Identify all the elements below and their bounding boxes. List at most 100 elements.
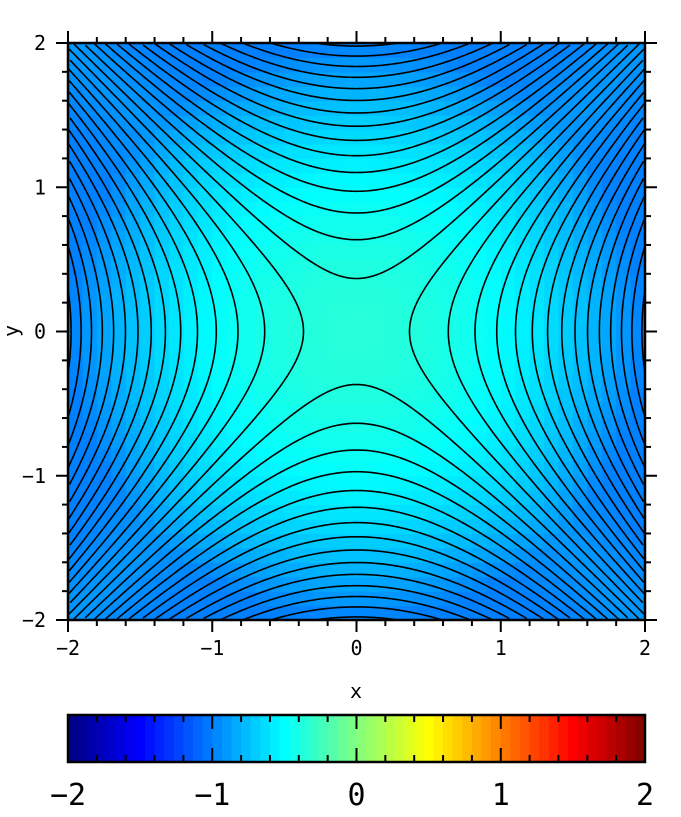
contour-line [631, 247, 646, 416]
heatmap-cell [241, 360, 257, 376]
heatmap-cell [356, 490, 372, 506]
heatmap-cell [587, 100, 603, 116]
heatmap-cell [500, 345, 516, 361]
heatmap-cell [68, 86, 84, 102]
heatmap-cell [226, 216, 242, 232]
heatmap-cell [515, 504, 531, 520]
heatmap-cell [125, 345, 141, 361]
heatmap-cell [241, 302, 257, 318]
contour-line [68, 178, 115, 485]
colorbar-segment [87, 715, 98, 762]
heatmap-cell [370, 519, 386, 535]
heatmap-cell [284, 143, 300, 159]
heatmap-cell [226, 288, 242, 304]
heatmap-cell [443, 115, 459, 131]
heatmap-cell [457, 201, 473, 217]
heatmap-cell [558, 605, 574, 621]
heatmap-cell [82, 576, 98, 592]
contour-line [93, 42, 620, 214]
heatmap-cell [356, 71, 372, 87]
heatmap-cell [370, 187, 386, 203]
heatmap-cell [111, 317, 127, 333]
heatmap-cell [269, 259, 285, 275]
heatmap-cell [500, 403, 516, 419]
heatmap-cell [154, 317, 170, 333]
heatmap-cell [385, 216, 401, 232]
heatmap-cell [342, 158, 358, 174]
heatmap-cell [558, 172, 574, 188]
heatmap-cell [616, 187, 632, 203]
colorbar-segment [568, 715, 579, 762]
heatmap-cell [284, 273, 300, 289]
heatmap-cell [269, 172, 285, 188]
heatmap-cell [529, 475, 545, 491]
colorbar-segment [616, 715, 627, 762]
contour-line [560, 129, 646, 534]
heatmap-cell [241, 519, 257, 535]
colorbar-segment [250, 715, 261, 762]
heatmap-cell [616, 230, 632, 246]
heatmap-cell [313, 533, 329, 549]
heatmap-cell [313, 187, 329, 203]
contour-line [142, 521, 571, 619]
heatmap-cell [298, 100, 314, 116]
heatmap-cell [572, 129, 588, 145]
heatmap-cell [327, 216, 343, 232]
heatmap-cell [183, 172, 199, 188]
heatmap-cell [370, 115, 386, 131]
colorbar-segment [529, 715, 540, 762]
heatmap-cell [226, 43, 242, 59]
heatmap-cell [327, 519, 343, 535]
heatmap-cell [356, 115, 372, 131]
colorbar-segment [183, 715, 194, 762]
heatmap-cell [327, 100, 343, 116]
colorbar-segment [125, 715, 136, 762]
heatmap-cell [370, 446, 386, 462]
heatmap-cell [226, 302, 242, 318]
heatmap-cell [616, 547, 632, 563]
heatmap-cell [515, 562, 531, 578]
heatmap-cell [443, 187, 459, 203]
contour-line [316, 42, 397, 47]
heatmap-cell [284, 389, 300, 405]
heatmap-cell [313, 432, 329, 448]
heatmap-cell [529, 504, 545, 520]
heatmap-cell [356, 302, 372, 318]
heatmap-cell [168, 230, 184, 246]
heatmap-cell [68, 273, 84, 289]
contour-line [128, 506, 585, 620]
heatmap-cell [212, 288, 228, 304]
heatmap-cell [457, 504, 473, 520]
heatmap-cell [385, 57, 401, 73]
heatmap-cell [601, 475, 617, 491]
heatmap-cell [443, 317, 459, 333]
heatmap-cell [428, 158, 444, 174]
heatmap-cell [212, 461, 228, 477]
heatmap-cell [168, 418, 184, 434]
heatmap-cell [370, 374, 386, 390]
heatmap-cell [327, 360, 343, 376]
heatmap-cell [68, 605, 84, 621]
heatmap-cell [601, 259, 617, 275]
heatmap-cell [168, 345, 184, 361]
heatmap-cell [111, 115, 127, 131]
contour-line [154, 535, 559, 621]
heatmap-cell [587, 345, 603, 361]
heatmap-cell [342, 389, 358, 405]
heatmap-cell [443, 446, 459, 462]
heatmap-cell [399, 331, 415, 347]
heatmap-cell [558, 331, 574, 347]
colorbar-tick-label: −2 [50, 778, 86, 813]
heatmap-cell [515, 288, 531, 304]
heatmap-cell [313, 273, 329, 289]
heatmap-cell [140, 490, 156, 506]
heatmap-cell [284, 201, 300, 217]
colorbar-segment [164, 715, 175, 762]
heatmap-cell [587, 71, 603, 87]
heatmap-cell [241, 288, 257, 304]
heatmap-cell [572, 403, 588, 419]
heatmap-cell [356, 273, 372, 289]
colorbar-segment [548, 715, 560, 762]
heatmap-cell [241, 461, 257, 477]
heatmap-cell [443, 504, 459, 520]
